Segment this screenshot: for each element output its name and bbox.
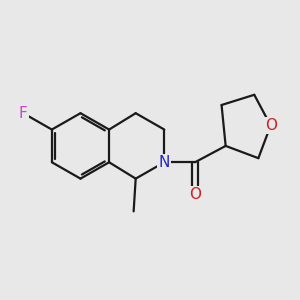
Text: O: O bbox=[265, 118, 277, 133]
Text: F: F bbox=[19, 106, 28, 121]
Text: N: N bbox=[159, 155, 170, 170]
Text: O: O bbox=[189, 188, 201, 202]
